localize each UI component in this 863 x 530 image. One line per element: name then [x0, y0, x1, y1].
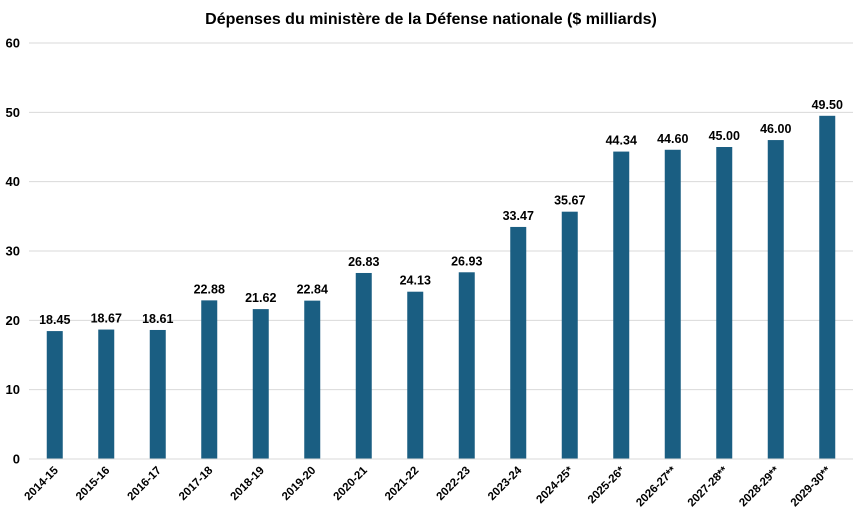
y-tick-label: 20: [6, 313, 20, 328]
data-labels: 18.45 18.67 18.61 22.88 21.62 22.84 26.83 24.13…: [39, 98, 843, 327]
x-tick-label: 2028-29**: [737, 464, 782, 509]
data-label: 18.45: [39, 313, 70, 327]
data-label: 46.00: [760, 122, 791, 136]
bar: [46, 331, 63, 459]
data-label: 35.67: [554, 194, 585, 208]
bar: [664, 149, 681, 460]
y-axis-tick-labels: 0 10 20 30 40 50 60: [6, 36, 20, 467]
y-tick-label: 50: [6, 105, 20, 120]
x-tick-label: 2025-26*: [586, 464, 628, 506]
x-tick-label: 2023-24: [486, 464, 525, 503]
data-label: 21.62: [245, 291, 276, 305]
y-tick-label: 30: [6, 244, 20, 259]
bar: [355, 272, 372, 459]
bar: [613, 151, 630, 460]
x-tick-label: 2018-19: [229, 465, 267, 503]
x-tick-label: 2017-18: [177, 464, 216, 503]
x-tick-label: 2027-28**: [686, 464, 731, 509]
bar: [201, 300, 218, 459]
x-tick-label: 2015-16: [74, 465, 112, 503]
x-tick-label: 2024-25*: [534, 464, 576, 506]
y-tick-label: 60: [6, 36, 20, 51]
data-label: 45.00: [709, 129, 740, 143]
bars: [46, 115, 836, 460]
data-label: 33.47: [503, 209, 534, 223]
bar: [819, 115, 836, 460]
y-tick-label: 0: [13, 452, 20, 467]
bar: [149, 329, 166, 459]
bar: [716, 147, 733, 459]
data-label: 18.67: [91, 312, 122, 326]
x-tick-label: 2026-27**: [634, 464, 679, 509]
data-label: 22.88: [194, 282, 225, 296]
x-tick-label: 2020-21: [332, 464, 371, 503]
data-label: 18.61: [142, 312, 173, 326]
x-tick-label: 2029-30**: [789, 464, 834, 509]
chart-title: Dépenses du ministère de la Défense nati…: [205, 11, 657, 28]
x-tick-label: 2021-22: [383, 465, 421, 503]
data-label: 49.50: [812, 98, 843, 112]
data-label: 22.84: [297, 283, 328, 297]
x-tick-label: 2016-17: [126, 465, 164, 503]
y-tick-label: 10: [6, 382, 20, 397]
bar: [407, 291, 424, 459]
bar: [510, 226, 527, 459]
data-label: 26.83: [348, 255, 379, 269]
x-tick-label: 2022-23: [435, 465, 473, 503]
y-tick-label: 40: [6, 174, 20, 189]
bar: [767, 140, 784, 460]
data-label: 44.34: [606, 134, 637, 148]
data-label: 44.60: [657, 132, 688, 146]
bar: [98, 329, 115, 459]
x-axis-tick-labels: 2014-15 2015-16 2016-17 2017-18 2018-19 2019-…: [23, 464, 834, 509]
x-tick-label: 2014-15: [23, 464, 62, 503]
x-tick-label: 2019-20: [280, 465, 318, 503]
bar: [458, 272, 475, 459]
gridlines: [29, 42, 853, 391]
bar: [252, 309, 269, 459]
bar: [304, 300, 321, 459]
data-label: 26.93: [451, 254, 482, 268]
data-label: 24.13: [400, 274, 431, 288]
bar: [561, 211, 578, 459]
